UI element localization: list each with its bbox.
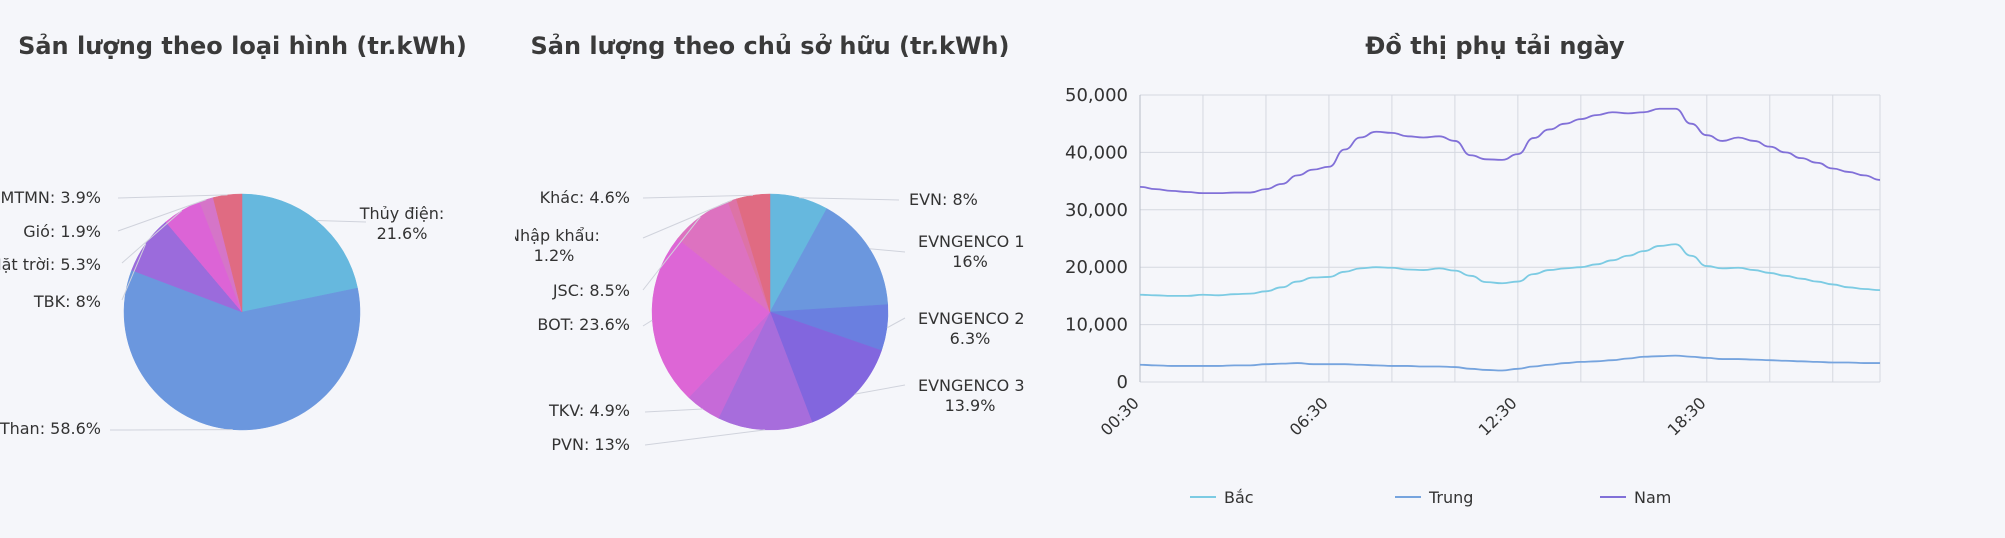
pie-chart-type: Thủy điện:21.6% NĐ Than: 58.6% TBK: 8% Mặt … (0, 0, 485, 533)
pie-owner-label-4: PVN: 13% (551, 435, 630, 454)
pie-type-label-4: Gió: 1.9% (23, 222, 101, 241)
pie-owner-leader-9 (643, 195, 753, 198)
series-line-0[interactable] (1140, 244, 1880, 296)
y-tick-label: 0 (1117, 372, 1128, 393)
pie-owner-label-9: Khác: 4.6% (540, 188, 630, 207)
line-chart-load: 50,000 40,000 30,000 20,000 10,000 000:30 06:3… (1040, 0, 1950, 533)
series-line-1[interactable] (1140, 356, 1880, 371)
pie-owner-leader-6 (643, 320, 652, 326)
x-tick-label: 00:30 (1097, 393, 1143, 439)
chart-title-type: Sản lượng theo loại hình (tr.kWh) (0, 32, 485, 60)
pie-owner-slices (652, 194, 888, 430)
x-tick-label: 06:30 (1286, 393, 1332, 439)
pie-chart-owner-panel: Sản lượng theo chủ sở hữu (tr.kWh) EVN: … (515, 0, 1025, 533)
x-tick-label: 12:30 (1475, 393, 1521, 439)
pie-type-label-0: Thủy điện:21.6% (359, 204, 445, 243)
y-tick-label: 30,000 (1065, 200, 1128, 221)
pie-type-leader-0 (317, 220, 366, 222)
y-tick-label: 50,000 (1065, 85, 1128, 106)
y-tick-label: 10,000 (1065, 315, 1128, 336)
pie-type-label-1: NĐ Than: 58.6% (0, 419, 101, 438)
pie-owner-label-0: EVN: 8% (909, 190, 978, 209)
legend-item-1[interactable]: Trung (1395, 488, 1473, 507)
pie-owner-leader-5 (645, 409, 703, 412)
pie-type-leader-5 (118, 195, 227, 198)
y-tick-label: 20,000 (1065, 257, 1128, 278)
pie-owner-label-6: BOT: 23.6% (537, 315, 630, 334)
pie-type-slices (124, 194, 360, 430)
pie-type-label-5: MTMN: 3.9% (1, 188, 101, 207)
pie-owner-label-5: TKV: 4.9% (548, 401, 630, 420)
line-grid (1140, 95, 1880, 382)
legend-item-2[interactable]: Nam (1600, 488, 1671, 507)
legend-label: Bắc (1224, 488, 1254, 507)
pie-owner-label-7: JSC: 8.5% (552, 281, 630, 300)
x-tick-label: 18:30 (1664, 393, 1710, 439)
pie-owner-leader-3 (855, 385, 905, 394)
pie-owner-leader-4 (645, 430, 765, 445)
legend-item-0[interactable]: Bắc (1190, 488, 1254, 507)
pie-type-label-2: TBK: 8% (33, 292, 101, 311)
pie-owner-leader-1 (870, 249, 905, 252)
pie-chart-type-panel: Sản lượng theo loại hình (tr.kWh) Thủy đ… (0, 0, 485, 533)
legend-label: Nam (1634, 488, 1671, 507)
series-line-2[interactable] (1140, 109, 1880, 193)
y-tick-label: 40,000 (1065, 142, 1128, 163)
chart-title-load: Đồ thị phụ tải ngày (1040, 32, 1950, 60)
chart-title-owner: Sản lượng theo chủ sở hữu (tr.kWh) (515, 32, 1025, 60)
line-chart-load-panel: Đồ thị phụ tải ngày 50,000 40,000 30,000 20… (1040, 0, 1950, 533)
pie-owner-label-8: Nhập khẩu:1.2% (515, 226, 600, 265)
pie-owner-leader-0 (799, 198, 899, 200)
pie-type-label-3: Mặt trời: 5.3% (0, 255, 101, 274)
pie-owner-leader-2 (887, 318, 905, 328)
legend-label: Trung (1428, 488, 1473, 507)
